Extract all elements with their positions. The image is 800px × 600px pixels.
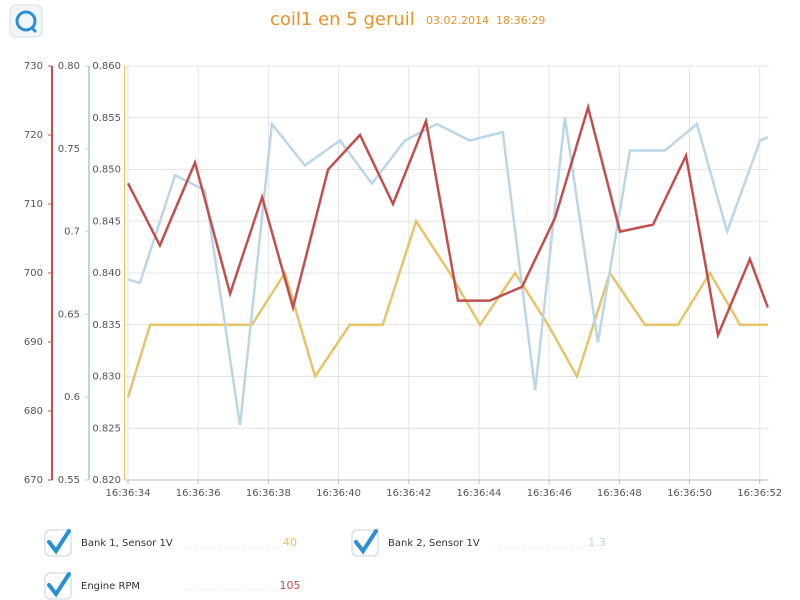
y2-tick-label: 0.55 — [58, 475, 80, 486]
series-line — [126, 102, 769, 340]
y2-tick-label: 0.75 — [58, 144, 80, 155]
chart-subtitle: 03.02.2014 18:36:29 — [426, 14, 545, 27]
y-tick-label: 0.835 — [92, 320, 121, 331]
y3-tick-label: 690 — [24, 337, 43, 348]
y2-tick-label: 0.80 — [58, 61, 80, 72]
y3-tick-label: 720 — [24, 130, 43, 141]
legend-value: 105 — [280, 579, 301, 592]
legend-item[interactable]: Bank 2, Sensor 1V 1.3 — [351, 529, 606, 557]
chart-title: coil1 en 5 geruil — [270, 9, 415, 30]
x-tick-label: 16:36:44 — [457, 488, 502, 499]
y3-tick-label: 680 — [24, 406, 43, 417]
series-line — [127, 117, 769, 426]
checkmark — [47, 572, 71, 598]
y-tick-label: 0.855 — [92, 113, 121, 124]
y2-tick-label: 0.6 — [64, 392, 80, 403]
checkmark — [354, 529, 378, 555]
y2-tick-label: 0.7 — [64, 227, 80, 238]
y-tick-label: 0.825 — [92, 423, 121, 434]
legend-name: Engine RPM — [81, 581, 140, 592]
y-tick-label: 0.850 — [92, 165, 121, 176]
x-tick-label: 16:36:52 — [737, 488, 782, 499]
legend-value: 40 — [283, 536, 297, 549]
y-tick-label: 0.830 — [92, 372, 121, 383]
y3-tick-label: 710 — [24, 199, 43, 210]
x-tick-label: 16:36:34 — [106, 488, 151, 499]
y-tick-label: 0.860 — [92, 61, 121, 72]
y3-tick-label: 730 — [24, 61, 43, 72]
x-tick-label: 16:36:36 — [176, 488, 221, 499]
series-line — [126, 218, 768, 398]
legend-item[interactable]: Bank 1, Sensor 1V 40 — [44, 529, 297, 557]
y-tick-label: 0.845 — [92, 216, 121, 227]
zoom-button[interactable] — [9, 4, 43, 38]
legend-value: 1.3 — [588, 536, 606, 549]
x-tick-label: 16:36:42 — [386, 488, 431, 499]
y2-tick-label: 0.65 — [58, 309, 80, 320]
y-tick-label: 0.820 — [92, 475, 121, 486]
legend-item[interactable]: Engine RPM 105 — [44, 572, 301, 600]
x-tick-label: 16:36:46 — [527, 488, 572, 499]
y-tick-label: 0.840 — [92, 268, 121, 279]
legend-name: Bank 1, Sensor 1V — [81, 538, 173, 549]
x-tick-label: 16:36:40 — [316, 488, 361, 499]
y3-tick-label: 670 — [24, 475, 43, 486]
checkmark — [47, 529, 71, 555]
legend-name: Bank 2, Sensor 1V — [388, 538, 480, 549]
x-tick-label: 16:36:50 — [667, 488, 712, 499]
x-tick-label: 16:36:48 — [597, 488, 642, 499]
y3-tick-label: 700 — [24, 268, 43, 279]
x-tick-label: 16:36:38 — [246, 488, 291, 499]
